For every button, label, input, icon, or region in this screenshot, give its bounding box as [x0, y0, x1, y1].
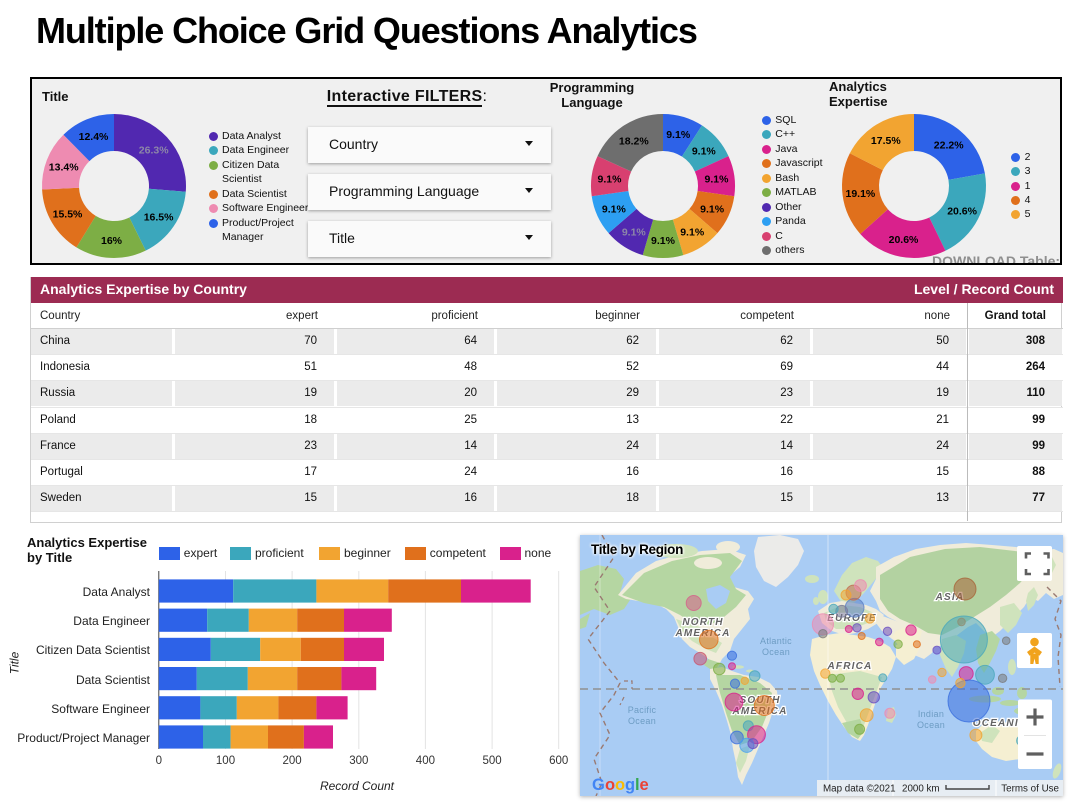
svg-text:20.6%: 20.6%	[889, 234, 919, 246]
svg-text:OCEANIA: OCEANIA	[973, 718, 1028, 729]
svg-text:9.1%: 9.1%	[680, 226, 705, 238]
svg-text:13.4%: 13.4%	[49, 161, 79, 173]
svg-text:19.1%: 19.1%	[846, 188, 876, 200]
svg-text:NORTH: NORTH	[682, 617, 723, 628]
svg-text:g: g	[625, 776, 635, 794]
svg-text:o: o	[615, 776, 625, 794]
svg-text:Terms of Use: Terms of Use	[1001, 784, 1059, 795]
svg-text:Atlantic: Atlantic	[760, 636, 792, 646]
svg-text:9.1%: 9.1%	[622, 226, 647, 238]
svg-text:15.5%: 15.5%	[53, 209, 83, 221]
svg-text:16.5%: 16.5%	[144, 211, 174, 223]
svg-text:26.3%: 26.3%	[139, 144, 169, 156]
svg-text:9.1%: 9.1%	[692, 146, 717, 158]
svg-text:G: G	[592, 776, 604, 794]
svg-text:Indian: Indian	[918, 709, 944, 719]
svg-text:22.2%: 22.2%	[934, 140, 964, 152]
svg-text:9.1%: 9.1%	[602, 203, 627, 215]
svg-text:12.4%: 12.4%	[79, 131, 109, 143]
svg-text:20.6%: 20.6%	[947, 206, 977, 218]
svg-text:e: e	[640, 776, 649, 794]
svg-text:9.1%: 9.1%	[651, 235, 676, 247]
svg-text:Map data ©2021: Map data ©2021	[823, 784, 896, 795]
svg-text:l: l	[635, 776, 639, 794]
svg-text:9.1%: 9.1%	[700, 203, 725, 215]
svg-text:9.1%: 9.1%	[666, 129, 691, 141]
svg-text:16%: 16%	[101, 235, 123, 247]
svg-text:Ocean: Ocean	[628, 716, 656, 726]
svg-text:9.1%: 9.1%	[705, 173, 730, 185]
svg-text:18.2%: 18.2%	[619, 136, 649, 148]
svg-text:Ocean: Ocean	[917, 720, 945, 730]
svg-text:Ocean: Ocean	[762, 647, 790, 657]
svg-text:9.1%: 9.1%	[598, 173, 623, 185]
svg-text:Pacific: Pacific	[628, 705, 657, 715]
svg-text:2000 km: 2000 km	[902, 784, 940, 795]
svg-text:AFRICA: AFRICA	[827, 661, 873, 672]
svg-text:17.5%: 17.5%	[871, 135, 901, 147]
svg-text:o: o	[605, 776, 615, 794]
